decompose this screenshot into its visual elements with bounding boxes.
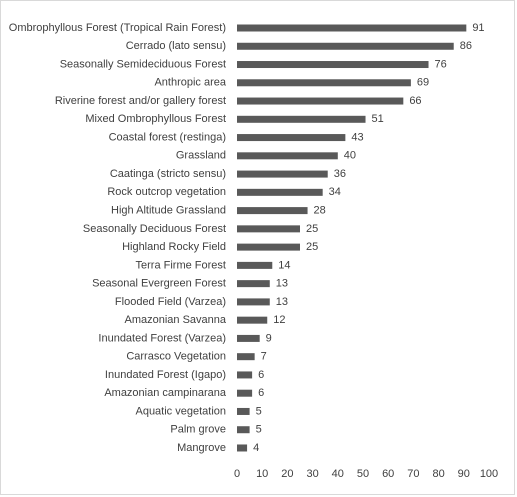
bar: [237, 188, 323, 196]
bar: [237, 353, 255, 361]
bar: [237, 371, 253, 379]
value-label: 86: [460, 40, 472, 52]
bar: [237, 243, 300, 251]
x-axis-ticks: 0 10 20 30 40 50 60 70 80 90 100: [234, 468, 498, 480]
bar: [237, 115, 366, 123]
category-label: High Altitude Grassland: [111, 205, 226, 217]
x-tick-label: 90: [458, 468, 470, 480]
value-label: 28: [314, 205, 326, 217]
value-label: 76: [435, 58, 447, 70]
value-label: 4: [253, 442, 259, 454]
bar: [237, 61, 429, 69]
value-label: 66: [409, 95, 421, 107]
bar: [237, 298, 270, 306]
bars-group: [237, 24, 467, 452]
category-label: Highland Rocky Field: [122, 241, 226, 253]
bar: [237, 134, 346, 142]
value-labels: 9186766966514340363428252514131312976655…: [253, 22, 484, 454]
category-label: Caatinga (stricto sensu): [110, 168, 226, 180]
value-label: 25: [306, 241, 318, 253]
value-label: 25: [306, 223, 318, 235]
category-label: Seasonal Evergreen Forest: [92, 278, 226, 290]
category-label: Terra Firme Forest: [136, 259, 226, 271]
category-label: Cerrado (lato sensu): [126, 40, 226, 52]
value-label: 12: [273, 314, 285, 326]
value-label: 34: [329, 186, 341, 198]
category-label: Riverine forest and/or gallery forest: [55, 95, 226, 107]
value-label: 40: [344, 150, 356, 162]
bar: [237, 280, 270, 288]
category-label: Palm grove: [170, 424, 226, 436]
value-label: 51: [372, 113, 384, 125]
x-tick-label: 50: [357, 468, 369, 480]
x-tick-label: 100: [480, 468, 498, 480]
bar: [237, 79, 411, 87]
x-tick-label: 30: [306, 468, 318, 480]
value-label: 6: [258, 369, 264, 381]
bar: [237, 170, 328, 178]
bar: [237, 42, 454, 50]
category-label: Flooded Field (Varzea): [115, 296, 226, 308]
x-tick-label: 80: [432, 468, 444, 480]
bar: [237, 444, 248, 452]
bar: [237, 261, 273, 269]
bar: [237, 389, 253, 397]
category-label: Inundated Forest (Varzea): [98, 332, 226, 344]
value-label: 9: [266, 332, 272, 344]
category-label: Anthropic area: [154, 77, 226, 89]
category-label: Mangrove: [177, 442, 226, 454]
category-label: Rock outcrop vegetation: [107, 186, 226, 198]
value-label: 36: [334, 168, 346, 180]
bar: [237, 24, 467, 32]
category-label: Amazonian campinarana: [104, 387, 227, 399]
bar: [237, 316, 268, 324]
x-tick-label: 10: [256, 468, 268, 480]
bar: [237, 225, 300, 233]
value-label: 7: [261, 351, 267, 363]
x-tick-label: 0: [234, 468, 240, 480]
bar: [237, 207, 308, 215]
bar: [237, 152, 338, 160]
value-label: 13: [276, 296, 288, 308]
bar: [237, 426, 250, 434]
x-tick-label: 40: [332, 468, 344, 480]
category-label: Carrasco Vegetation: [126, 351, 226, 363]
category-label: Inundated Forest (Igapo): [105, 369, 226, 381]
x-tick-label: 60: [382, 468, 394, 480]
category-label: Seasonally Semideciduous Forest: [60, 58, 226, 70]
value-label: 6: [258, 387, 264, 399]
bar: [237, 97, 404, 105]
category-label: Grassland: [176, 150, 226, 162]
value-label: 43: [351, 131, 363, 143]
bar: [237, 407, 250, 415]
x-tick-label: 20: [281, 468, 293, 480]
x-tick-label: 70: [407, 468, 419, 480]
value-label: 91: [472, 22, 484, 34]
value-label: 14: [278, 259, 290, 271]
value-label: 5: [256, 405, 262, 417]
category-labels: Ombrophyllous Forest (Tropical Rain Fore…: [9, 22, 227, 454]
value-label: 13: [276, 278, 288, 290]
value-label: 5: [256, 424, 262, 436]
category-label: Mixed Ombrophyllous Forest: [85, 113, 226, 125]
category-label: Ombrophyllous Forest (Tropical Rain Fore…: [9, 22, 226, 34]
category-label: Seasonally Deciduous Forest: [83, 223, 226, 235]
bar: [237, 334, 260, 342]
value-label: 69: [417, 77, 429, 89]
category-label: Aquatic vegetation: [135, 405, 226, 417]
category-label: Amazonian Savanna: [124, 314, 226, 326]
category-label: Coastal forest (restinga): [109, 131, 226, 143]
